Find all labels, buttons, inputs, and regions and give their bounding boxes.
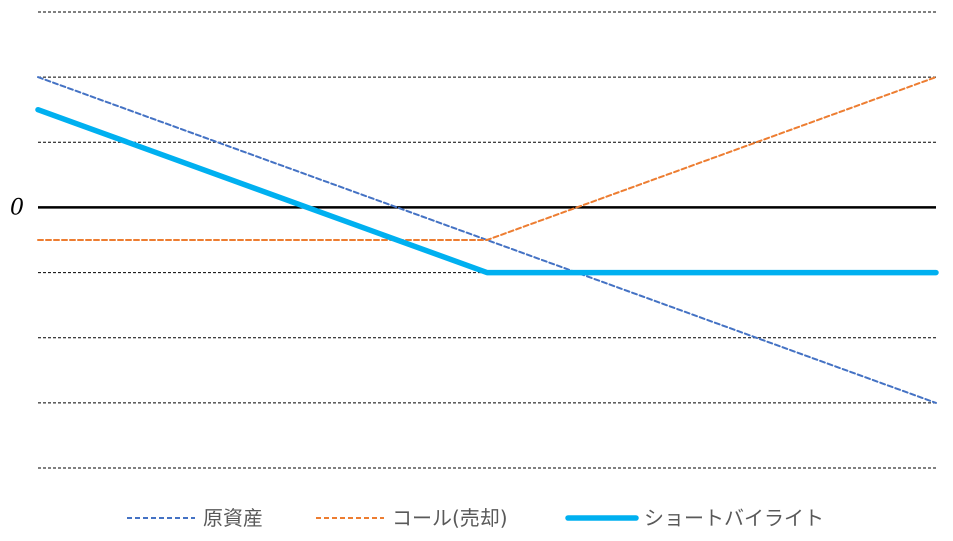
legend-label-2: ショートバイライト xyxy=(644,506,824,530)
zero-axis: 0 xyxy=(10,195,936,220)
zero-axis-label: 0 xyxy=(10,195,24,220)
legend: 原資産 コール(売却) ショートバイライト xyxy=(127,506,824,530)
series-line-2 xyxy=(35,106,939,276)
series-lines xyxy=(35,76,939,404)
legend-label-1: コール(売却) xyxy=(392,506,508,530)
legend-label-0: 原資産 xyxy=(203,506,263,530)
series-line-1 xyxy=(37,76,937,241)
